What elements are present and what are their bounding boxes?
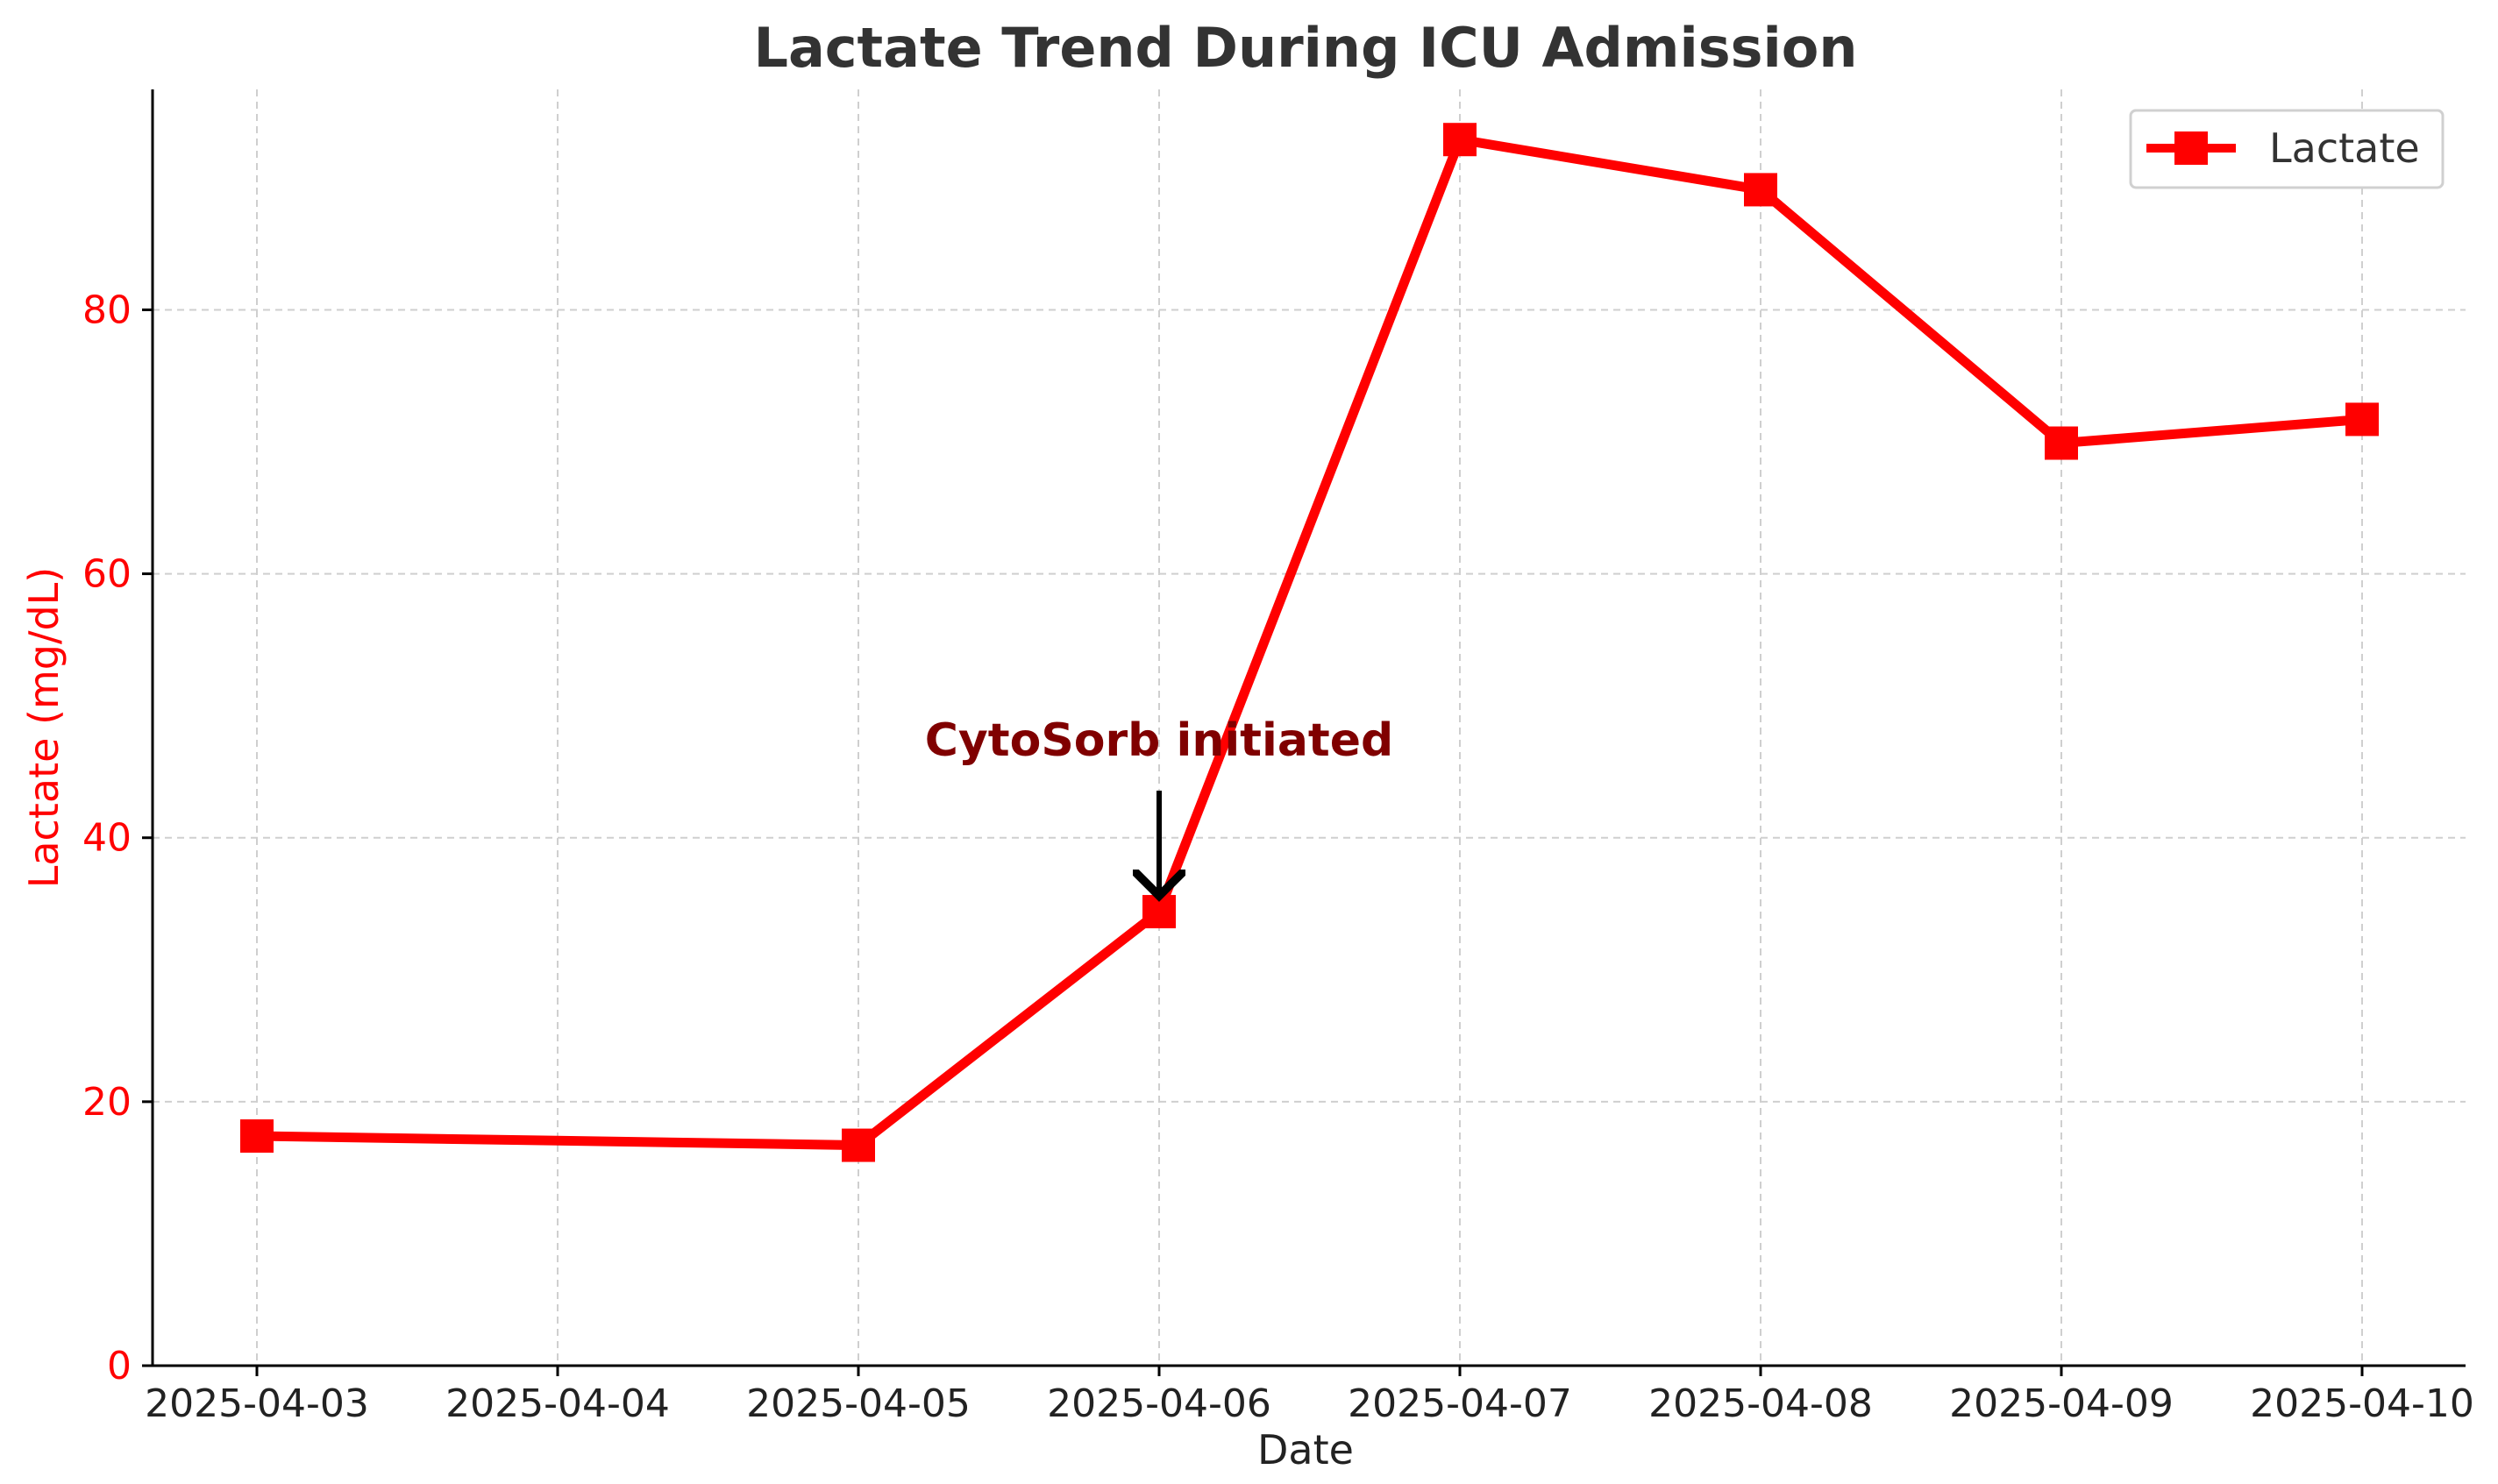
x-tick-label: 2025-04-05 xyxy=(746,1381,971,1426)
data-point-marker xyxy=(2045,426,2078,460)
series-lactate xyxy=(240,123,2379,1162)
legend-box xyxy=(2129,109,2445,189)
y-axis-label: Lactate (mg/dL) xyxy=(20,567,68,889)
series-line xyxy=(256,134,2363,1151)
chart-title: Lactate Trend During ICU Admission xyxy=(753,16,1857,80)
legend-marker-swatch xyxy=(2174,131,2208,165)
data-point-marker xyxy=(1142,895,1176,929)
x-axis-label: Date xyxy=(1257,1426,1354,1473)
x-tick-label: 2025-04-10 xyxy=(2250,1381,2474,1426)
data-point-marker xyxy=(2345,402,2379,437)
data-point-marker xyxy=(1443,123,1477,157)
x-axis-ticks: 2025-04-03 2025-04-04 2025-04-05 2025-04-06… xyxy=(145,1366,2474,1426)
x-tick-label: 2025-04-07 xyxy=(1348,1381,1572,1426)
x-tick-label: 2025-04-09 xyxy=(1949,1381,2174,1426)
legend: Lactate xyxy=(2129,109,2445,189)
gridlines xyxy=(153,89,2466,1366)
data-point-marker xyxy=(842,1128,875,1162)
axes xyxy=(151,89,2466,1367)
x-tick-label: 2025-04-08 xyxy=(1648,1381,1873,1426)
x-tick-label: 2025-04-04 xyxy=(445,1381,670,1426)
y-tick-label: 60 xyxy=(82,552,132,597)
data-point-marker xyxy=(240,1119,274,1154)
data-point-marker xyxy=(1744,173,1777,207)
legend-label: Lactate xyxy=(2269,124,2420,172)
y-tick-label: 40 xyxy=(82,816,132,861)
annotation: CytoSorb initiated xyxy=(925,714,1394,896)
annotation-label: CytoSorb initiated xyxy=(925,714,1394,767)
y-axis-ticks: 0 20 40 60 80 xyxy=(82,288,153,1388)
y-tick-label: 20 xyxy=(82,1080,132,1125)
y-tick-label: 0 xyxy=(107,1344,132,1388)
y-tick-label: 80 xyxy=(82,288,132,332)
x-tick-label: 2025-04-03 xyxy=(145,1381,369,1426)
x-tick-label: 2025-04-06 xyxy=(1047,1381,1271,1426)
